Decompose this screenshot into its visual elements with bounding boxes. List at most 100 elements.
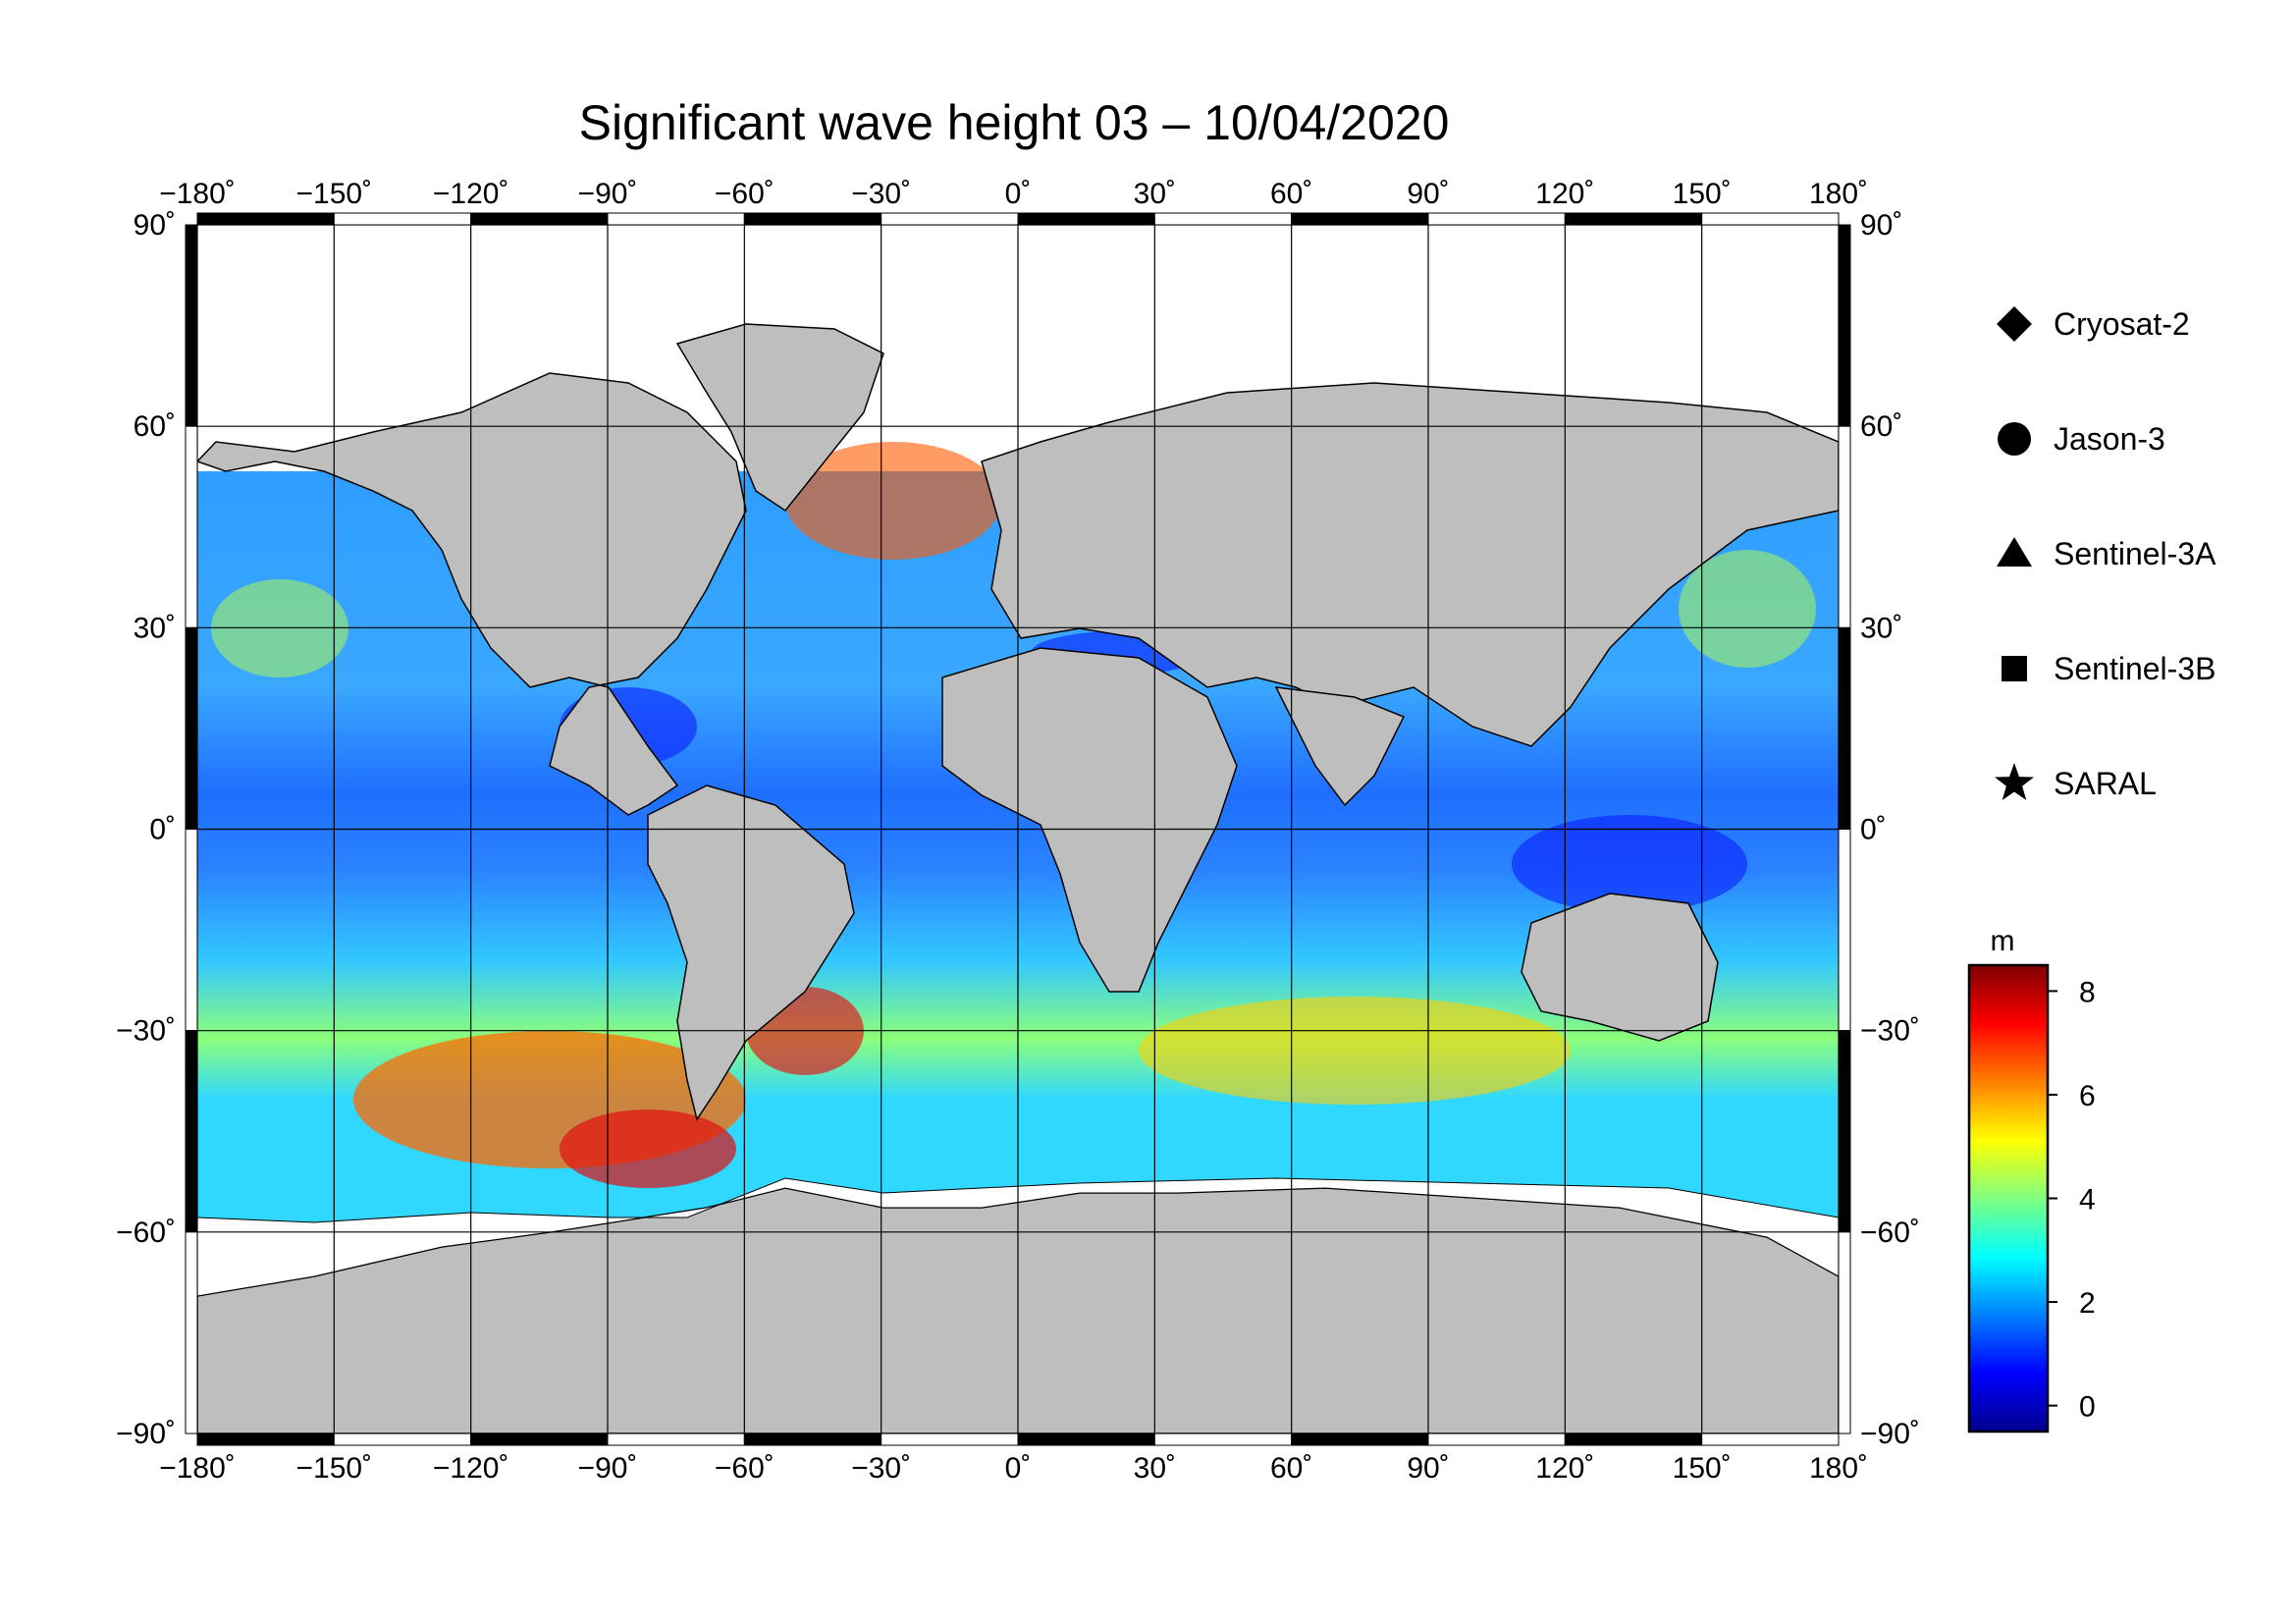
lat-tick-label-left: 30˚	[133, 612, 176, 644]
lon-tick-label-top: −150˚	[296, 178, 373, 210]
frame-segment-top	[1291, 212, 1429, 226]
lon-tick-label-bottom: −180˚	[159, 1452, 236, 1485]
frame-segment-bottom	[881, 1433, 1019, 1446]
colorbar-tick-label: 2	[2079, 1287, 2096, 1320]
frame-segment-bottom	[1701, 1433, 1840, 1446]
frame-segment-bottom	[196, 1433, 335, 1446]
map-title: Significant wave height 03 – 10/04/2020	[579, 95, 1450, 150]
frame-segment-top	[1701, 212, 1840, 226]
frame-segment-bottom	[1427, 1433, 1566, 1446]
lon-tick-label-bottom: 30˚	[1134, 1452, 1176, 1485]
lat-tick-label-right: 30˚	[1860, 612, 1902, 644]
frame-segment-right	[1838, 829, 1851, 1032]
frame-segment-left	[185, 1231, 198, 1434]
lon-tick-label-top: 120˚	[1535, 178, 1594, 210]
land-india	[1274, 686, 1406, 807]
frame-segment-bottom	[470, 1433, 609, 1446]
circle-icon	[1998, 422, 2031, 456]
peak-wave-region-south-pacific	[560, 1109, 736, 1188]
frame-segment-right	[1838, 626, 1851, 830]
colorbar-tick-label: 8	[2079, 976, 2096, 1008]
legend-item-jason-3: Jason-3	[1998, 421, 2165, 457]
lat-tick-label-left: 60˚	[133, 410, 176, 443]
frame-segment-top	[1427, 212, 1566, 226]
frame-segment-right	[1838, 425, 1851, 628]
lon-tick-label-bottom: 180˚	[1809, 1452, 1868, 1485]
land-eurasia	[981, 382, 1839, 747]
land-greenland	[675, 323, 884, 513]
frame-segment-top	[743, 212, 882, 226]
frame-segment-top	[881, 212, 1019, 226]
legend-item-sentinel-3a: Sentinel-3A	[1997, 536, 2216, 571]
lon-tick-label-top: −60˚	[715, 178, 774, 210]
calm-region-indonesia	[1512, 815, 1747, 913]
frame-segment-bottom	[1153, 1433, 1293, 1446]
lon-tick-label-bottom: 120˚	[1535, 1452, 1594, 1485]
legend-label: SARAL	[2054, 766, 2157, 801]
square-icon	[2002, 656, 2027, 681]
high-wave-region-indian-ocean	[1139, 997, 1571, 1105]
map-frame	[185, 212, 1851, 1446]
frame-segment-top	[1564, 212, 1703, 226]
frame-segment-bottom	[743, 1433, 882, 1446]
moderate-wave-region-west-pacific	[1679, 550, 1816, 668]
frame-segment-right	[1838, 224, 1851, 427]
frame-segment-top	[1017, 212, 1155, 226]
frame-segment-top	[333, 212, 472, 226]
lat-tick-label-right: −60˚	[1860, 1217, 1920, 1249]
frame-segment-top	[470, 212, 609, 226]
colorbar-tick-label: 0	[2079, 1391, 2096, 1424]
lat-tick-label-left: −60˚	[116, 1217, 176, 1249]
lon-tick-label-top: −120˚	[433, 178, 509, 210]
legend-label: Sentinel-3B	[2054, 651, 2216, 686]
lat-tick-label-left: 0˚	[149, 814, 176, 846]
lat-tick-label-right: −30˚	[1860, 1015, 1920, 1048]
triangle-icon	[1997, 537, 2032, 567]
lon-tick-label-bottom: 60˚	[1270, 1452, 1312, 1485]
colorbar-tick-label: 4	[2079, 1184, 2096, 1217]
lat-tick-label-right: 90˚	[1860, 209, 1902, 242]
lon-tick-label-bottom: −150˚	[296, 1452, 373, 1485]
lon-tick-label-bottom: 150˚	[1673, 1452, 1732, 1485]
lon-tick-label-top: 150˚	[1673, 178, 1732, 210]
lon-tick-label-top: −90˚	[578, 178, 638, 210]
frame-segment-top	[1153, 212, 1293, 226]
frame-segment-left	[185, 829, 198, 1032]
frame-segment-left	[185, 224, 198, 427]
legend-item-sentinel-3b: Sentinel-3B	[2002, 651, 2216, 686]
high-wave-region-north-atlantic	[785, 442, 1001, 560]
colorbar-tick-label: 6	[2079, 1080, 2096, 1112]
legend-item-saral: SARAL	[1995, 763, 2157, 801]
colorbar-unit: m	[1991, 925, 2015, 957]
lon-tick-label-bottom: −120˚	[433, 1452, 509, 1485]
lon-tick-label-bottom: −30˚	[851, 1452, 911, 1485]
lat-tick-label-right: 60˚	[1860, 410, 1902, 443]
star-icon	[1995, 763, 2034, 800]
lon-tick-label-top: 60˚	[1270, 178, 1312, 210]
frame-segment-bottom	[1017, 1433, 1155, 1446]
frame-segment-bottom	[607, 1433, 745, 1446]
lat-tick-label-left: 90˚	[133, 209, 176, 242]
legend-label: Jason-3	[2054, 421, 2165, 457]
land-africa	[941, 647, 1238, 993]
frame-segment-top	[607, 212, 745, 226]
lat-tick-label-left: −90˚	[116, 1418, 176, 1450]
lon-tick-label-bottom: 0˚	[1005, 1452, 1032, 1485]
land-north-america	[197, 372, 747, 816]
legend-label: Sentinel-3A	[2054, 536, 2216, 571]
lat-tick-label-left: −30˚	[116, 1015, 176, 1048]
frame-segment-right	[1838, 1030, 1851, 1233]
frame-segment-left	[185, 626, 198, 830]
frame-segment-left	[185, 425, 198, 628]
lon-tick-label-bottom: −60˚	[715, 1452, 774, 1485]
axis-tick-labels: −180˚ −180˚ −150˚ −150˚ −120˚ −120˚ −90˚ −90˚ −6…	[116, 178, 1920, 1485]
frame-segment-top	[196, 212, 335, 226]
land-south-america	[647, 784, 855, 1121]
frame-segment-bottom	[1564, 1433, 1703, 1446]
lon-tick-label-top: 90˚	[1407, 178, 1449, 210]
colorbar: m 0 2 4 6 8	[1967, 925, 2096, 1434]
lat-tick-label-right: −90˚	[1860, 1418, 1920, 1450]
legend-item-cryosat-2: Cryosat-2	[1997, 306, 2190, 342]
lon-tick-label-top: 30˚	[1134, 178, 1176, 210]
